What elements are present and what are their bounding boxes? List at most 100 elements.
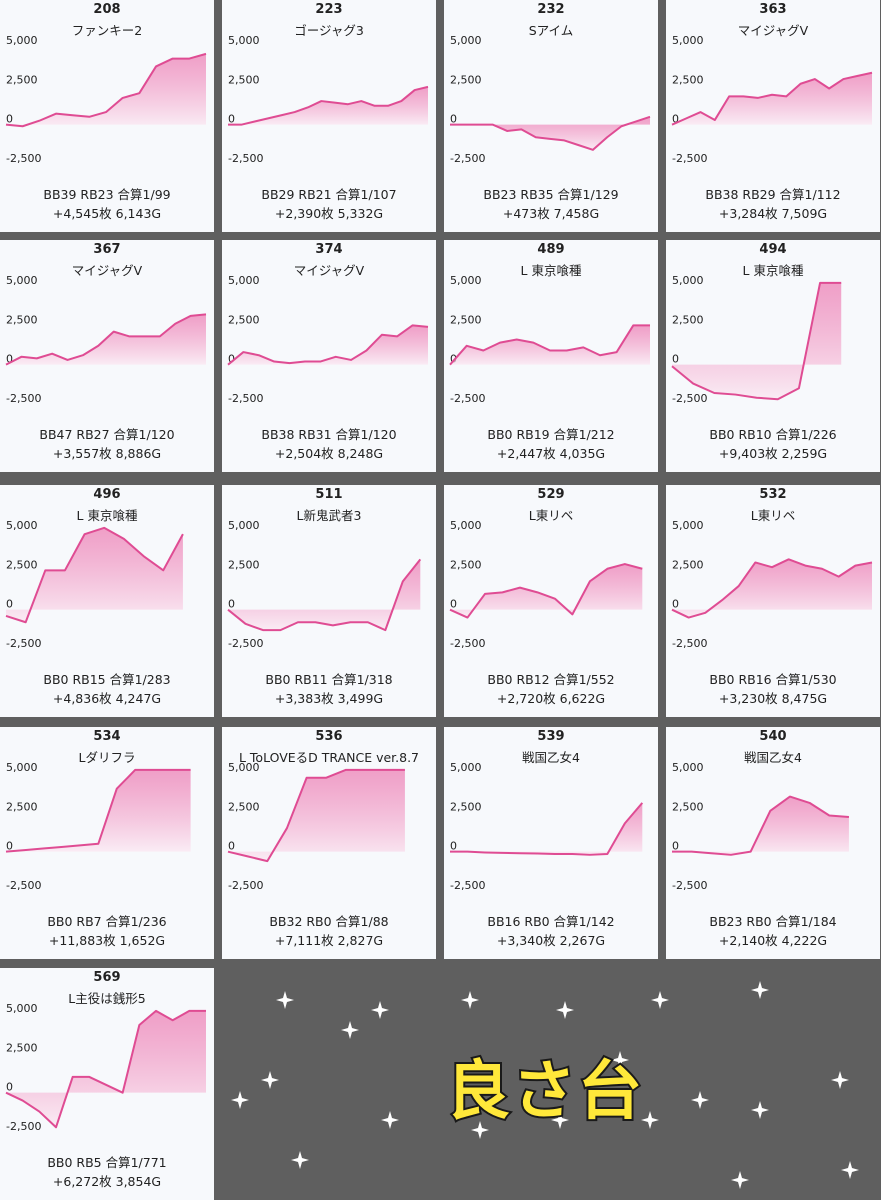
y-tick-label: -2,500 (672, 152, 707, 165)
machine-card: 208 ファンキー2 5,000 2,500 0 -2,500 BB39 RB23 合算1… (0, 0, 214, 232)
area-chart: 5,000 2,500 0 -2,500 (449, 274, 650, 405)
machine-stats: BB47 RB27 合算1/120 +3,557枚 8,886G (0, 425, 214, 463)
series-line (227, 558, 422, 632)
sparkle-icon (381, 1111, 399, 1129)
result-stats: +4,545枚 6,143G (52, 206, 162, 221)
area-chart: 5,000 2,500 0 -2,500 (227, 519, 422, 650)
series-line (449, 563, 643, 619)
y-tick-label: 0 (228, 113, 235, 126)
area-chart: 5,000 2,500 0 -2,500 (5, 1002, 206, 1133)
y-tick-label: -2,500 (228, 152, 263, 165)
title-text: 良さ台 (444, 1053, 644, 1131)
y-tick-label: 2,500 (450, 73, 482, 86)
y-tick-label: 0 (228, 598, 235, 611)
y-tick-label: 2,500 (228, 313, 260, 326)
machine-number: 363 (759, 2, 787, 17)
series-line (227, 324, 429, 366)
bonus-stats: BB23 RB0 合算1/184 (709, 914, 837, 929)
machine-stats: BB0 RB11 合算1/318 +3,383枚 3,499G (222, 670, 436, 708)
area-chart: 5,000 2,500 0 -2,500 (671, 519, 873, 650)
sparkle-icon (641, 1111, 659, 1129)
area-chart: 5,000 2,500 0 -2,500 (5, 34, 207, 165)
good-machine-title: 良さ台 (420, 1040, 670, 1131)
result-stats: +2,504枚 8,248G (274, 446, 384, 461)
y-tick-label: 0 (672, 353, 679, 366)
y-tick-label: 2,500 (672, 800, 704, 813)
y-tick-label: 5,000 (450, 274, 482, 287)
series-area (228, 325, 428, 365)
y-tick-label: 5,000 (450, 519, 482, 532)
series-area (450, 564, 643, 618)
machine-model: L新鬼武者3 (296, 508, 362, 523)
area-chart: 5,000 2,500 0 -2,500 (5, 519, 184, 650)
bonus-stats: BB16 RB0 合算1/142 (487, 914, 615, 929)
y-tick-label: 0 (6, 113, 13, 126)
y-tick-label: 2,500 (672, 313, 704, 326)
machine-card: 367 マイジャグV 5,000 2,500 0 -2,500 BB47 RB27 合算1… (0, 240, 214, 472)
result-stats: +2,720枚 6,622G (496, 691, 606, 706)
machine-number: 569 (93, 970, 121, 985)
y-tick-label: 0 (6, 1081, 13, 1094)
series-line (5, 526, 184, 624)
machine-model: L 東京喰種 (520, 263, 582, 278)
y-tick-label: -2,500 (672, 879, 707, 892)
bonus-stats: BB23 RB35 合算1/129 (483, 187, 619, 202)
result-stats: +3,557枚 8,886G (52, 446, 162, 461)
series-area (672, 559, 872, 618)
y-tick-label: 5,000 (672, 761, 704, 774)
area-chart: 5,000 2,500 0 -2,500 (450, 34, 651, 165)
y-tick-label: 2,500 (6, 558, 38, 571)
y-tick-label: -2,500 (228, 637, 263, 650)
y-tick-label: 2,500 (450, 313, 482, 326)
y-tick-label: 2,500 (6, 800, 38, 813)
series-line (671, 558, 873, 619)
bonus-stats: BB0 RB19 合算1/212 (487, 427, 615, 442)
machine-stats: BB23 RB0 合算1/184 +2,140枚 4,222G (666, 912, 880, 950)
machine-model: ゴージャグ3 (294, 23, 364, 38)
machine-model: マイジャグV (737, 23, 809, 38)
y-tick-label: 2,500 (228, 73, 260, 86)
area-chart: 5,000 2,500 0 -2,500 (449, 519, 643, 650)
y-tick-label: -2,500 (672, 637, 707, 650)
machine-stats: BB29 RB21 合算1/107 +2,390枚 5,332G (222, 185, 436, 223)
machine-model: Lダリフラ (78, 750, 136, 765)
sparkle-icon (471, 1121, 489, 1139)
sparkle-icon (291, 1151, 309, 1169)
series-area (672, 282, 842, 400)
series-area (6, 769, 191, 852)
machine-card: 534 Lダリフラ 5,000 2,500 0 -2,500 BB0 RB7 合算1/23… (0, 727, 214, 959)
machine-number: 534 (93, 729, 121, 744)
machine-card: 496 L 東京喰種 5,000 2,500 0 -2,500 BB0 RB15 合算1/… (0, 485, 214, 717)
series-area (228, 769, 405, 862)
bonus-stats: BB29 RB21 合算1/107 (261, 187, 397, 202)
result-stats: +9,403枚 2,259G (718, 446, 828, 461)
result-stats: +3,383枚 3,499G (274, 691, 384, 706)
machine-stats: BB0 RB7 合算1/236 +11,883枚 1,652G (0, 912, 214, 950)
bonus-stats: BB0 RB16 合算1/530 (709, 672, 837, 687)
series-line (5, 768, 191, 853)
machine-stats: BB38 RB29 合算1/112 +3,284枚 7,509G (666, 185, 880, 223)
y-tick-label: -2,500 (6, 392, 41, 405)
sparkle-icon (461, 991, 479, 1009)
series-line (5, 1009, 206, 1129)
y-tick-label: 2,500 (228, 800, 260, 813)
machine-number: 367 (93, 242, 121, 257)
area-chart: 5,000 2,500 0 -2,500 (5, 274, 207, 405)
y-tick-label: 5,000 (228, 274, 260, 287)
machine-stats: BB0 RB12 合算1/552 +2,720枚 6,622G (444, 670, 658, 708)
area-chart: 5,000 2,500 0 -2,500 (671, 34, 873, 165)
sparkle-icon (611, 1051, 629, 1069)
machine-number: 532 (759, 487, 787, 502)
machine-stats: BB32 RB0 合算1/88 +7,111枚 2,827G (222, 912, 436, 950)
area-chart: 5,000 2,500 0 -2,500 (672, 761, 850, 892)
machine-number: 223 (315, 2, 343, 17)
sparkle-icon (731, 1171, 749, 1189)
machine-model: ファンキー2 (71, 23, 143, 38)
result-stats: +2,390枚 5,332G (274, 206, 384, 221)
sparkle-icon (231, 1091, 249, 1109)
y-tick-label: 0 (450, 840, 457, 853)
bonus-stats: BB38 RB29 合算1/112 (705, 187, 841, 202)
sparkle-icon (276, 991, 294, 1009)
machine-stats: BB0 RB5 合算1/771 +6,272枚 3,854G (0, 1153, 214, 1191)
series-line (671, 71, 873, 126)
